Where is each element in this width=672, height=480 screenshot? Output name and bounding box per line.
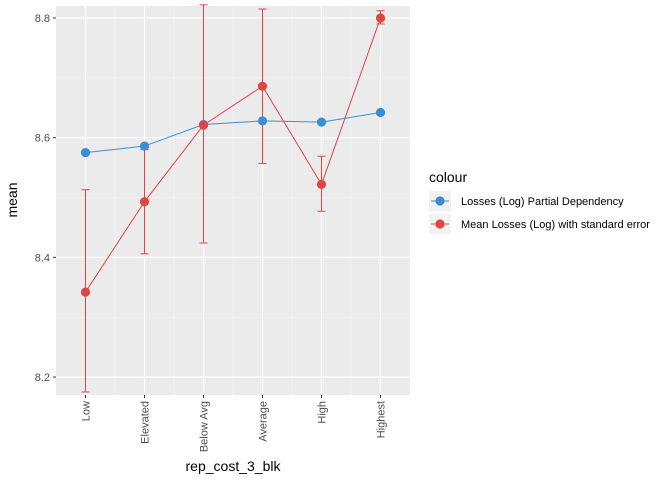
y-axis-title: mean: [4, 182, 20, 217]
partial-dependency-line: [85, 112, 381, 154]
legend-label: Mean Losses (Log) with standard error: [461, 219, 650, 231]
x-tick-label: High: [317, 401, 329, 424]
x-tick-label: Elevated: [140, 401, 152, 444]
x-tick-label: Average: [258, 401, 270, 442]
legend: colour Losses (Log) Partial Dependency Me…: [429, 169, 650, 234]
partial-dependency-point: [257, 116, 268, 126]
y-tick-label: 8.4: [35, 252, 50, 264]
legend-items: Losses (Log) Partial Dependency Mean Loss…: [429, 191, 650, 234]
x-tick-label: Below Avg: [199, 401, 211, 452]
axes: 8.2 8.4 8.6 8.8 Low Elevated Below Avg Average H…: [35, 13, 388, 452]
mean-losses-point: [80, 287, 91, 297]
legend-key-point: [435, 196, 445, 206]
legend-item-partial-dependency: Losses (Log) Partial Dependency: [429, 191, 624, 211]
mean-losses-point: [375, 13, 386, 23]
x-tick-label: Highest: [376, 401, 388, 438]
mean-losses-point: [139, 197, 150, 207]
partial-dependency-point: [375, 107, 386, 118]
legend-item-mean-losses: Mean Losses (Log) with standard error: [429, 214, 650, 234]
y-tick-label: 8.8: [35, 13, 50, 25]
partial-dependency-point: [139, 141, 150, 151]
partial-dependency-point: [80, 148, 91, 158]
mean-losses-point: [316, 179, 327, 189]
mean-losses-point: [198, 120, 209, 130]
mean-losses-line: [85, 17, 381, 293]
y-tick-label: 8.6: [35, 133, 50, 145]
legend-label: Losses (Log) Partial Dependency: [461, 196, 624, 208]
x-tick-label: Low: [81, 401, 93, 421]
y-tick-label: 8.2: [35, 372, 50, 384]
series-layer: [80, 4, 386, 393]
legend-title: colour: [429, 169, 467, 185]
mean-losses-point: [257, 81, 268, 91]
partial-dependency-point: [316, 117, 327, 127]
x-axis-title: rep_cost_3_blk: [186, 458, 282, 474]
legend-key-point: [435, 219, 445, 229]
